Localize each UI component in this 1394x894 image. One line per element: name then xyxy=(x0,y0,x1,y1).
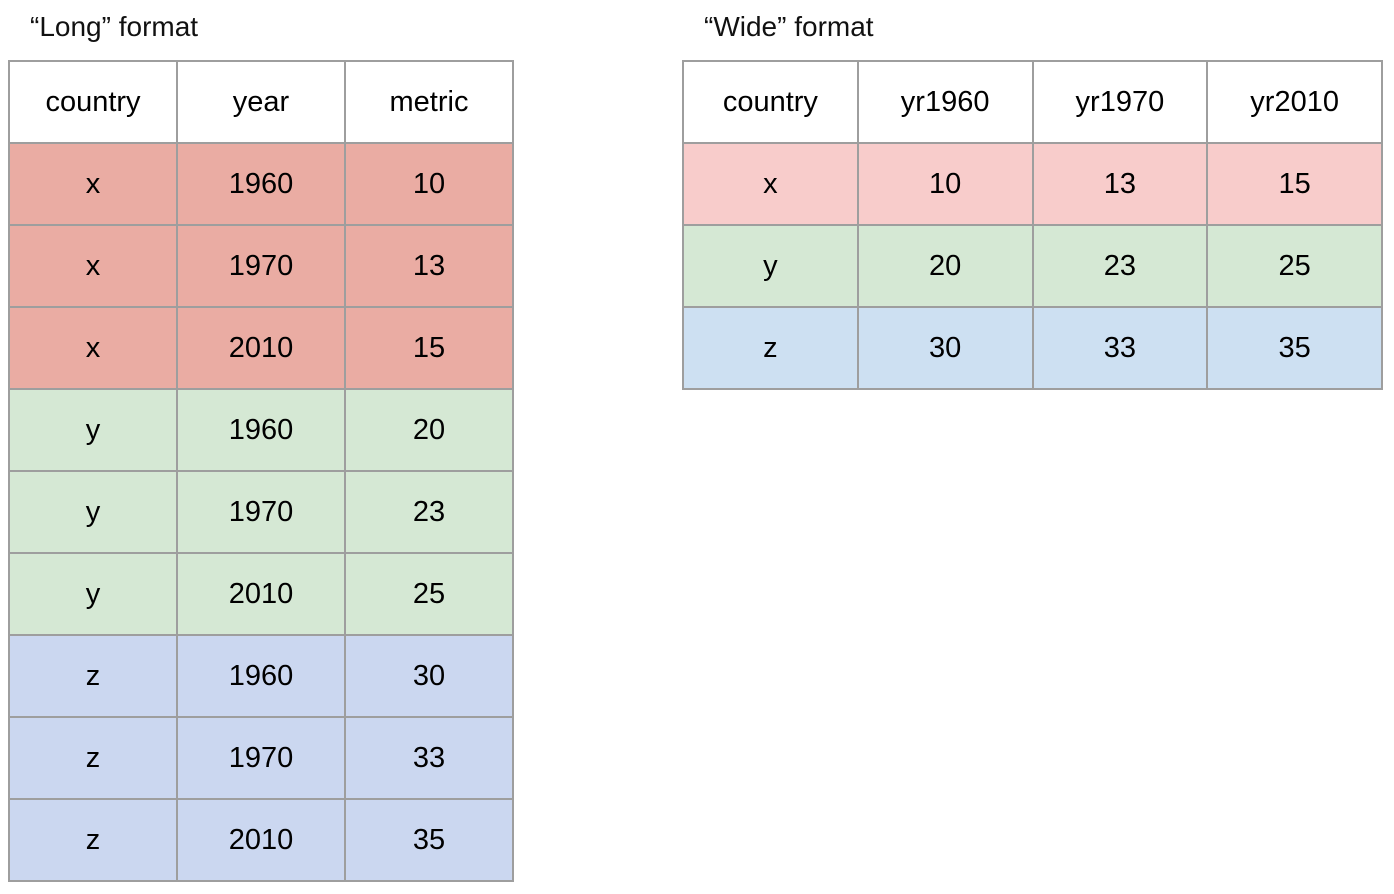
cell-country: y xyxy=(8,470,178,554)
table-row: y 20 23 25 xyxy=(682,224,1383,308)
cell-country: z xyxy=(8,798,178,882)
cell-yr1970: 13 xyxy=(1031,142,1209,226)
table-row: x 2010 15 xyxy=(8,306,514,390)
cell-yr1960: 30 xyxy=(856,306,1034,390)
cell-yr1960: 20 xyxy=(856,224,1034,308)
table-row: y 1960 20 xyxy=(8,388,514,472)
wide-format-title: “Wide” format xyxy=(704,11,874,42)
cell-year: 2010 xyxy=(176,552,346,636)
cell-metric: 33 xyxy=(344,716,514,800)
cell-country: y xyxy=(8,388,178,472)
long-column-header-country: country xyxy=(8,60,178,144)
table-row: x 10 13 15 xyxy=(682,142,1383,226)
wide-header-row: country yr1960 yr1970 yr2010 xyxy=(682,60,1383,144)
cell-yr2010: 15 xyxy=(1206,142,1383,226)
cell-yr2010: 25 xyxy=(1206,224,1383,308)
wide-format-panel: “Wide” format country yr1960 yr1970 yr20… xyxy=(682,8,1383,390)
table-row: z 1970 33 xyxy=(8,716,514,800)
cell-country: x xyxy=(682,142,859,226)
cell-country: z xyxy=(8,634,178,718)
cell-year: 2010 xyxy=(176,798,346,882)
cell-country: x xyxy=(8,306,178,390)
table-row: x 1970 13 xyxy=(8,224,514,308)
cell-country: y xyxy=(8,552,178,636)
long-header-row: country year metric xyxy=(8,60,514,144)
wide-column-header-yr2010: yr2010 xyxy=(1206,60,1383,144)
long-format-table: country year metric x 1960 10 x 1970 13 … xyxy=(8,60,514,882)
table-row: x 1960 10 xyxy=(8,142,514,226)
cell-year: 1970 xyxy=(176,470,346,554)
cell-yr1970: 33 xyxy=(1031,306,1209,390)
cell-metric: 25 xyxy=(344,552,514,636)
table-row: z 30 33 35 xyxy=(682,306,1383,390)
cell-yr1970: 23 xyxy=(1031,224,1209,308)
table-row: y 2010 25 xyxy=(8,552,514,636)
cell-country: z xyxy=(682,306,859,390)
wide-column-header-country: country xyxy=(682,60,859,144)
cell-year: 1970 xyxy=(176,716,346,800)
cell-metric: 23 xyxy=(344,470,514,554)
cell-yr2010: 35 xyxy=(1206,306,1383,390)
cell-metric: 30 xyxy=(344,634,514,718)
cell-metric: 10 xyxy=(344,142,514,226)
table-row: z 2010 35 xyxy=(8,798,514,882)
cell-metric: 15 xyxy=(344,306,514,390)
cell-year: 1970 xyxy=(176,224,346,308)
cell-year: 1960 xyxy=(176,142,346,226)
cell-country: x xyxy=(8,224,178,308)
wide-format-table: country yr1960 yr1970 yr2010 x 10 13 15 … xyxy=(682,60,1383,390)
cell-metric: 20 xyxy=(344,388,514,472)
cell-year: 1960 xyxy=(176,388,346,472)
long-format-panel: “Long” format country year metric x 1960… xyxy=(8,8,514,882)
cell-yr1960: 10 xyxy=(856,142,1034,226)
cell-country: z xyxy=(8,716,178,800)
wide-column-header-yr1970: yr1970 xyxy=(1031,60,1209,144)
long-format-title: “Long” format xyxy=(30,11,199,42)
cell-country: x xyxy=(8,142,178,226)
cell-year: 1960 xyxy=(176,634,346,718)
long-column-header-year: year xyxy=(176,60,346,144)
table-row: y 1970 23 xyxy=(8,470,514,554)
long-column-header-metric: metric xyxy=(344,60,514,144)
wide-column-header-yr1960: yr1960 xyxy=(856,60,1034,144)
cell-metric: 35 xyxy=(344,798,514,882)
cell-metric: 13 xyxy=(344,224,514,308)
table-row: z 1960 30 xyxy=(8,634,514,718)
cell-year: 2010 xyxy=(176,306,346,390)
cell-country: y xyxy=(682,224,859,308)
